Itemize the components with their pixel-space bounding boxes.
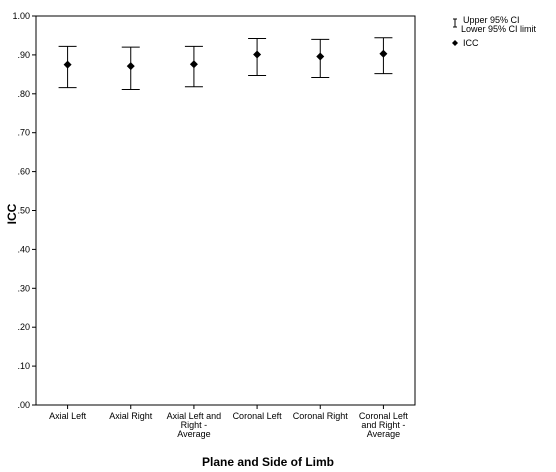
y-tick-label: .10 — [17, 361, 30, 371]
y-tick-label: .40 — [17, 244, 30, 254]
data-point-group — [121, 46, 140, 91]
y-tick-label: .30 — [17, 283, 30, 293]
x-category-label: and Right - — [361, 420, 405, 430]
y-tick-label: .50 — [17, 206, 30, 216]
legend-diamond-icon — [452, 40, 458, 46]
x-category-label: Right - — [181, 420, 208, 430]
icc-marker — [126, 62, 135, 71]
legend-lower-ci-label: Lower 95% CI limit — [461, 24, 537, 34]
data-point-group — [184, 45, 203, 88]
axes — [35, 15, 416, 406]
y-ticks: .00 .10 .20 .30 .40 .50 .60 .70 .80 .90 1.00 — [12, 11, 36, 410]
data-marks — [58, 37, 393, 91]
y-tick-label: .80 — [17, 89, 30, 99]
y-tick-label: .20 — [17, 322, 30, 332]
icc-marker — [189, 60, 198, 69]
legend-icc-label: ICC — [463, 38, 479, 48]
data-point-group — [248, 38, 267, 77]
x-category-label: Axial Left and — [167, 411, 222, 421]
x-category-label: Axial Right — [109, 411, 153, 421]
y-axis-title: ICC — [5, 203, 19, 224]
icc-marker — [316, 52, 325, 61]
icc-marker — [253, 50, 262, 59]
x-category-label: Average — [367, 429, 400, 439]
x-category-label: Coronal Left — [359, 411, 409, 421]
icc-marker — [379, 49, 388, 58]
y-tick-label: 1.00 — [12, 11, 30, 21]
y-tick-label: .90 — [17, 50, 30, 60]
x-axis-title: Plane and Side of Limb — [202, 455, 334, 469]
x-category-label: Average — [177, 429, 210, 439]
plot-frame — [35, 15, 416, 406]
y-tick-label: .60 — [17, 167, 30, 177]
data-point-group — [58, 45, 77, 89]
y-tick-label: .70 — [17, 128, 30, 138]
legend-upper-ci-label: Upper 95% CI — [463, 15, 520, 25]
x-categories: Axial Left Axial Right Axial Left andRight… — [49, 405, 408, 439]
data-point-group — [374, 37, 393, 75]
data-point-group — [311, 38, 330, 78]
x-category-label: Coronal Right — [293, 411, 349, 421]
x-category-label: Axial Left — [49, 411, 87, 421]
x-category-label: Coronal Left — [233, 411, 283, 421]
y-tick-label: .00 — [17, 400, 30, 410]
icc-marker — [63, 60, 72, 69]
